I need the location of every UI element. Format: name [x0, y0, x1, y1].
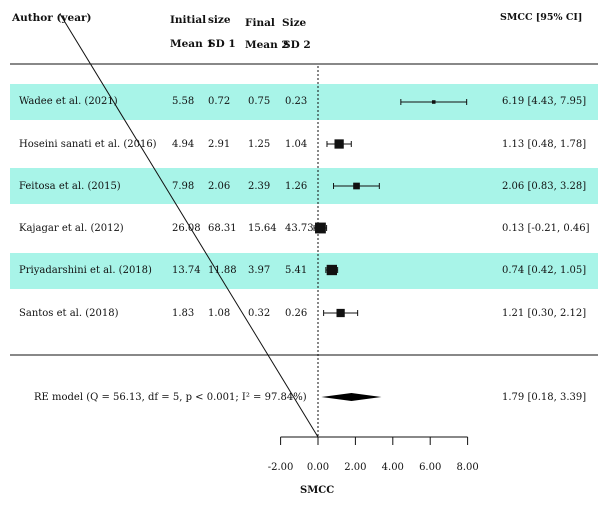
- header-sd2: SD 2: [283, 39, 311, 51]
- row-band-1: [10, 84, 598, 120]
- row-sd1: 2.06: [208, 181, 231, 192]
- row-ci: 2.06 [0.83, 3.28]: [502, 181, 587, 192]
- point-estimate: [431, 100, 436, 104]
- row-mean1: 4.94: [172, 139, 195, 150]
- row-ci: 6.19 [4.43, 7.95]: [502, 96, 587, 107]
- row-study: Hoseini sanati et al. (2016): [19, 139, 157, 150]
- row-mean2: 15.64: [248, 223, 277, 234]
- header-mean1: Mean 1: [170, 38, 214, 50]
- row-study: Wadee et al. (2021): [19, 96, 118, 107]
- x-tick-label: 2.00: [344, 462, 366, 473]
- point-estimate: [336, 308, 345, 318]
- row-sd2: 0.26: [285, 308, 308, 319]
- x-tick-label: 8.00: [456, 462, 478, 473]
- row-mean2: 0.32: [248, 308, 271, 319]
- row-ci: 0.13 [-0.21, 0.46]: [502, 223, 590, 234]
- row-sd1: 1.08: [208, 308, 231, 319]
- row-ci: 1.21 [0.30, 2.12]: [502, 308, 587, 319]
- header-effect: SMCC [95% CI]: [500, 12, 583, 23]
- row-sd2: 1.26: [285, 181, 308, 192]
- summary-label: RE model (Q = 56.13, df = 5, p < 0.001; …: [34, 392, 307, 403]
- row-mean1: 26.08: [172, 223, 201, 234]
- x-axis-label: SMCC: [300, 485, 335, 496]
- x-tick-label: -2.00: [268, 462, 294, 473]
- row-sd2: 43.73: [285, 223, 314, 234]
- summary-ci: 1.79 [0.18, 3.39]: [502, 392, 587, 403]
- row-mean2: 2.39: [248, 181, 271, 192]
- point-estimate: [353, 182, 360, 190]
- row-sd2: 1.04: [285, 139, 308, 150]
- point-estimate: [315, 222, 326, 234]
- row-sd1: 11.88: [208, 265, 237, 276]
- header-initial: Initial: [170, 14, 207, 26]
- row-sd1: 0.72: [208, 96, 231, 107]
- row-sd1: 68.31: [208, 223, 237, 234]
- header-size2: Size: [282, 17, 307, 29]
- row-sd1: 2.91: [208, 139, 231, 150]
- row-ci: 1.13 [0.48, 1.78]: [502, 139, 587, 150]
- header-size1: size: [208, 14, 231, 26]
- row-study: Feitosa et al. (2015): [19, 181, 121, 192]
- row-sd2: 5.41: [285, 265, 308, 276]
- header-mean2: Mean 2: [245, 39, 289, 51]
- row-band-3: [10, 168, 598, 204]
- header-final: Final: [245, 17, 275, 29]
- x-tick-label: 6.00: [419, 462, 441, 473]
- header-sd1: SD 1: [208, 38, 236, 50]
- point-estimate: [334, 139, 344, 149]
- author-diagonal-line: [59, 13, 319, 438]
- row-mean2: 3.97: [248, 265, 271, 276]
- row-ci: 0.74 [0.42, 1.05]: [502, 265, 587, 276]
- row-sd2: 0.23: [285, 96, 308, 107]
- row-mean1: 13.74: [172, 265, 201, 276]
- row-band-5: [10, 253, 598, 289]
- point-estimate: [326, 264, 337, 276]
- row-mean1: 7.98: [172, 181, 195, 192]
- row-mean2: 0.75: [248, 96, 271, 107]
- row-study: Santos et al. (2018): [19, 308, 119, 319]
- row-mean1: 1.83: [172, 308, 195, 319]
- chart-marks: [313, 66, 468, 437]
- row-mean2: 1.25: [248, 139, 271, 150]
- x-tick-label: 0.00: [307, 462, 329, 473]
- row-study: Priyadarshini et al. (2018): [19, 265, 152, 276]
- x-axis: -2.00 0.00 2.00 4.00 6.00 8.00: [268, 436, 479, 473]
- header-author: Author (year): [12, 12, 92, 24]
- row-mean1: 5.58: [172, 96, 195, 107]
- summary-diamond: [321, 393, 382, 401]
- row-study: Kajagar et al. (2012): [19, 223, 124, 234]
- x-tick-label: 4.00: [382, 462, 404, 473]
